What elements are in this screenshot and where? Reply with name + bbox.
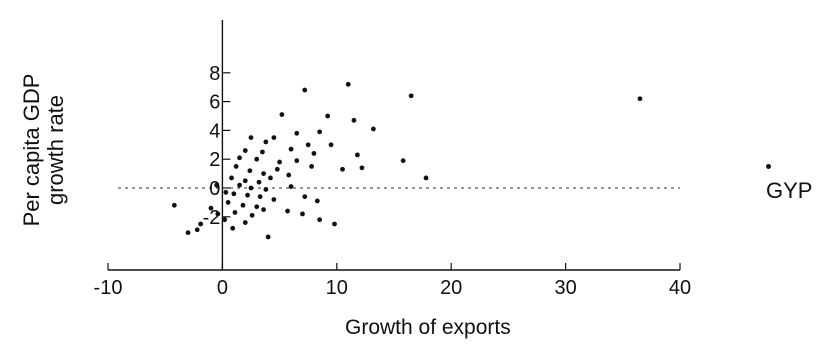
data-point xyxy=(332,221,337,227)
data-point xyxy=(408,93,414,99)
data-point xyxy=(249,212,255,218)
data-point xyxy=(317,217,323,223)
data-point xyxy=(263,139,269,145)
data-point xyxy=(277,159,282,165)
y-tick-label: -2 xyxy=(203,207,221,229)
data-point xyxy=(242,148,248,153)
y-tick-label: 4 xyxy=(209,120,220,142)
x-tick-label: -10 xyxy=(94,277,123,299)
data-point xyxy=(232,210,238,215)
data-point xyxy=(302,194,308,200)
data-point xyxy=(263,187,269,192)
data-point xyxy=(256,179,262,185)
data-point xyxy=(233,164,239,169)
data-point xyxy=(359,165,365,171)
y-axis-label-line-1: Per capita GDP xyxy=(19,73,44,227)
data-point xyxy=(354,152,360,158)
data-point xyxy=(254,204,260,210)
legend-marker xyxy=(766,163,771,169)
data-point xyxy=(279,112,285,117)
data-point xyxy=(309,164,315,169)
data-point xyxy=(351,117,357,123)
data-point xyxy=(294,130,300,136)
data-point xyxy=(261,207,266,213)
y-tick-label: 0 xyxy=(209,178,220,200)
data-point xyxy=(285,208,291,214)
data-point xyxy=(198,221,204,227)
data-point xyxy=(240,202,246,208)
data-point xyxy=(242,220,248,225)
data-point xyxy=(371,126,376,132)
tick-labels: -10 0 10 20 30 40 -2 0 2 4 6 8 xyxy=(94,63,692,299)
data-point xyxy=(248,185,254,191)
x-axis-label: Growth of exports xyxy=(345,316,511,339)
data-point xyxy=(254,156,260,162)
data-point xyxy=(302,87,308,93)
x-tick-label: 20 xyxy=(440,277,462,299)
x-tick-label: 40 xyxy=(669,277,691,299)
data-point xyxy=(208,205,214,211)
data-point xyxy=(225,200,231,205)
data-point xyxy=(271,135,277,141)
data-point xyxy=(317,129,323,135)
data-point xyxy=(260,149,265,155)
data-point xyxy=(274,166,280,172)
data-points xyxy=(171,81,643,240)
data-point xyxy=(245,192,250,198)
data-point xyxy=(288,184,294,189)
y-tick-label: 8 xyxy=(209,63,220,85)
data-point xyxy=(265,234,271,240)
data-point xyxy=(230,225,236,231)
data-point xyxy=(300,211,305,217)
data-point xyxy=(268,175,273,181)
data-point xyxy=(185,230,191,236)
data-point xyxy=(257,194,263,200)
x-tick-label: 30 xyxy=(554,277,576,299)
data-point xyxy=(325,113,331,119)
axes xyxy=(107,20,681,271)
data-point xyxy=(242,178,248,184)
data-point xyxy=(223,189,229,195)
y-axis-label-line-2: growth rate xyxy=(43,94,68,206)
data-point xyxy=(305,142,311,148)
legend: GYP xyxy=(766,152,839,204)
data-point xyxy=(328,142,334,148)
data-point xyxy=(194,227,200,233)
data-point xyxy=(237,155,242,161)
data-point xyxy=(311,151,317,156)
data-point xyxy=(286,172,292,178)
data-point xyxy=(229,175,234,181)
x-tick-label: 10 xyxy=(326,277,348,299)
data-point xyxy=(340,166,345,172)
data-point xyxy=(423,175,429,181)
y-tick-label: 2 xyxy=(209,149,220,171)
data-point xyxy=(247,168,253,174)
data-point xyxy=(294,158,300,164)
data-point xyxy=(171,202,177,208)
data-point xyxy=(215,211,221,217)
data-point xyxy=(314,198,320,204)
data-point xyxy=(345,81,351,87)
data-point xyxy=(214,182,220,188)
data-point xyxy=(261,171,266,177)
data-point xyxy=(222,217,228,223)
y-tick-label: 6 xyxy=(209,92,220,114)
data-point xyxy=(288,146,294,152)
data-point xyxy=(237,182,242,188)
data-point xyxy=(400,158,406,164)
data-point xyxy=(248,135,254,141)
legend-label: GYP xyxy=(766,178,813,203)
x-tick-label: 0 xyxy=(217,277,228,299)
data-point xyxy=(271,197,277,202)
data-point xyxy=(637,96,643,102)
y-axis-label: Per capita GDP growth rate xyxy=(19,73,68,227)
data-point xyxy=(231,191,237,197)
